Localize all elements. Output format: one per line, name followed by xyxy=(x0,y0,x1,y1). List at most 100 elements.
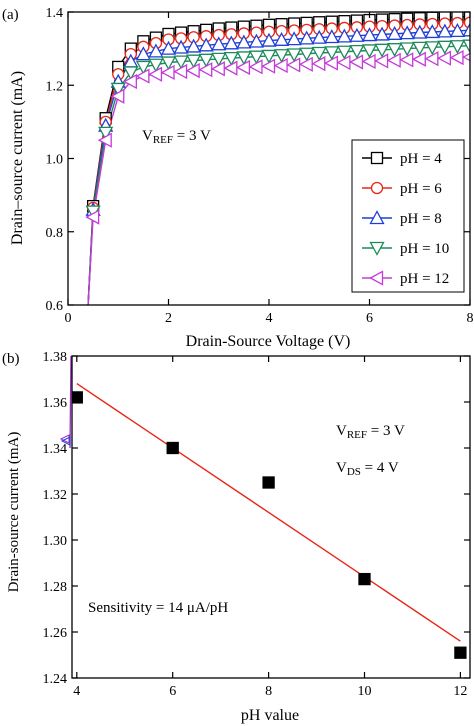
data-point-5 xyxy=(449,50,464,66)
data-point-3 xyxy=(387,25,403,40)
panel-b-vref-annotation: VREF = 3 V xyxy=(336,423,405,441)
data-point-4 xyxy=(374,43,390,58)
data-point-5 xyxy=(185,63,200,79)
data-point-5 xyxy=(424,51,439,67)
legend-label-4: pH = 10 xyxy=(400,241,449,257)
data-point-3 xyxy=(336,28,352,43)
y-tick-label: 1.38 xyxy=(43,350,68,365)
x-tick-label: 0 xyxy=(65,311,72,326)
data-point-1 xyxy=(463,12,470,23)
y-tick-label: 1.30 xyxy=(43,534,68,549)
panel-a-label: (a) xyxy=(2,7,19,23)
data-point-5 xyxy=(411,51,426,67)
data-point-5 xyxy=(160,64,175,81)
panel-a-vref-annotation: VREF = 3 V xyxy=(142,128,211,146)
data-point-5 xyxy=(437,50,452,66)
data-point-3 xyxy=(211,36,227,51)
legend-marker-1 xyxy=(370,151,384,165)
y-tick-label: 1.32 xyxy=(43,488,68,503)
legend-label-3: pH = 8 xyxy=(400,211,442,227)
data-point-4 xyxy=(261,49,277,64)
data-point-4 xyxy=(135,60,151,75)
data-point-4 xyxy=(361,44,378,59)
data-point-4 xyxy=(324,46,340,61)
data-point-5 xyxy=(273,57,288,74)
legend-marker-2 xyxy=(370,181,384,195)
data-point-4 xyxy=(211,52,227,67)
data-point-5 xyxy=(349,54,364,70)
y-tick-label: 1.0 xyxy=(46,153,64,168)
y-tick-label: 1.26 xyxy=(43,626,68,641)
x-tick-label: 2 xyxy=(165,311,172,326)
y-tick-label: 1.2 xyxy=(46,79,64,94)
data-point-5 xyxy=(122,73,137,90)
y-tick-label: 1.34 xyxy=(43,442,68,457)
data-point-4 xyxy=(173,55,189,70)
data-point-4 xyxy=(248,50,265,65)
data-point-4 xyxy=(273,49,290,64)
x-tick-label: 8 xyxy=(467,311,474,326)
data-point-4 xyxy=(160,56,177,71)
data-point-5 xyxy=(336,54,351,71)
data-point-3 xyxy=(449,22,466,38)
data-point-3 xyxy=(311,29,327,44)
data-point-4 xyxy=(412,41,428,56)
panel-b-label: (b) xyxy=(2,351,20,367)
panel-a-x-axis-label: Drain-Source Voltage (V) xyxy=(186,333,351,350)
x-tick-label: 8 xyxy=(265,684,272,699)
y-tick-label: 1.24 xyxy=(43,672,68,687)
legend-marker-5 xyxy=(369,270,384,286)
y-tick-label: 1.36 xyxy=(43,396,68,411)
legend-label-2: pH = 6 xyxy=(400,181,442,197)
x-tick-label: 6 xyxy=(169,684,176,699)
data-point-3 xyxy=(198,37,214,52)
data-point-4 xyxy=(98,126,114,141)
panel-a-drain-current-vs-voltage: (a) 0 2 4 6 8 0.6 0.8 1.0 1.2 1.4 Drain-Source V… xyxy=(2,6,474,350)
data-point-3 xyxy=(424,24,440,39)
panel-b-y-axis-label: Drain-source current (mA) xyxy=(6,432,22,593)
panel-b-y-axis: 1.24 1.26 1.28 1.30 1.32 1.34 1.36 1.38 xyxy=(43,350,470,687)
data-point-3 xyxy=(361,27,378,42)
data-point-4 xyxy=(311,46,327,61)
data-point-3 xyxy=(223,35,239,50)
data-point xyxy=(454,646,467,659)
data-point-5 xyxy=(210,61,225,77)
data-point-5 xyxy=(223,60,238,76)
y-tick-label: 0.6 xyxy=(46,299,64,314)
panel-b-edge-artifact xyxy=(59,355,72,449)
x-tick-label: 6 xyxy=(366,311,373,326)
data-point-5 xyxy=(311,56,326,72)
x-tick-label: 4 xyxy=(266,311,273,326)
data-point-4 xyxy=(236,51,252,66)
data-point-3 xyxy=(374,26,390,41)
data-point-5 xyxy=(298,56,313,72)
data-point-3 xyxy=(399,25,415,40)
data-point-5 xyxy=(462,52,470,62)
data-point xyxy=(262,476,275,489)
legend-marker-4 xyxy=(369,241,385,256)
y-tick-label: 1.28 xyxy=(43,580,68,595)
data-point-3 xyxy=(160,40,177,55)
y-tick-label: 0.8 xyxy=(46,226,64,241)
panel-b-vds-annotation: VDS = 4 V xyxy=(336,460,399,478)
data-point-4 xyxy=(399,42,415,57)
panel-b-x-axis: 4 6 8 10 12 xyxy=(73,356,467,699)
data-point-5 xyxy=(374,53,389,69)
data-point-4 xyxy=(110,82,126,97)
data-point-3 xyxy=(437,23,453,38)
legend-frame xyxy=(351,139,465,293)
data-point-5 xyxy=(261,58,276,74)
data-point-3 xyxy=(261,32,277,47)
x-tick-label: 4 xyxy=(73,684,80,699)
data-point-5 xyxy=(173,63,188,80)
panel-b-linear-fit xyxy=(76,383,461,642)
data-point-3 xyxy=(135,46,151,61)
legend-label-5: pH = 12 xyxy=(400,271,449,287)
data-point-4 xyxy=(462,39,470,54)
data-point xyxy=(358,572,371,586)
panel-b-drain-current-vs-ph: (b) 4 6 8 10 12 1.24 1.26 1.28 1.30 1.32 1.34 1.36… xyxy=(2,350,471,724)
data-point-3 xyxy=(286,31,302,46)
y-tick-label: 1.4 xyxy=(46,6,64,21)
data-point-5 xyxy=(85,209,100,225)
data-point-3 xyxy=(173,39,189,54)
